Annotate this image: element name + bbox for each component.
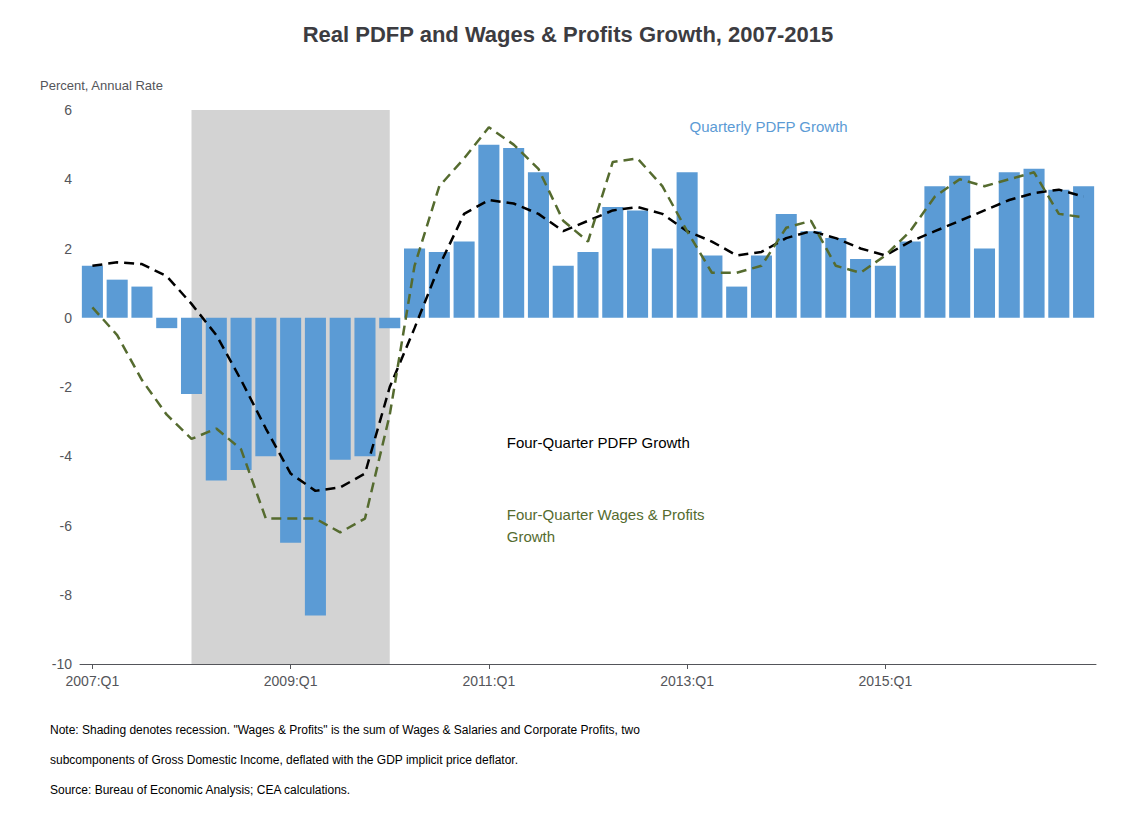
svg-text:Four-Quarter PDFP Growth: Four-Quarter PDFP Growth [507,434,690,451]
svg-text:6: 6 [64,102,72,118]
svg-text:2013:Q1: 2013:Q1 [660,673,714,689]
svg-text:subcomponents of Gross Domesti: subcomponents of Gross Domestic Income, … [50,753,518,767]
svg-text:2007:Q1: 2007:Q1 [66,673,120,689]
svg-text:2: 2 [64,241,72,257]
svg-text:0: 0 [64,310,72,326]
svg-text:Growth: Growth [507,528,555,545]
svg-text:Quarterly PDFP Growth: Quarterly PDFP Growth [690,118,848,135]
svg-text:-4: -4 [60,448,73,464]
svg-text:2015:Q1: 2015:Q1 [859,673,913,689]
svg-text:-8: -8 [60,587,73,603]
svg-text:Percent, Annual Rate: Percent, Annual Rate [40,78,163,93]
svg-text:Note: Shading denotes recessio: Note: Shading denotes recession. "Wages … [50,723,640,737]
svg-text:2009:Q1: 2009:Q1 [264,673,318,689]
svg-text:Four-Quarter Wages & Profits: Four-Quarter Wages & Profits [507,506,705,523]
svg-text:4: 4 [64,171,72,187]
svg-text:2011:Q1: 2011:Q1 [463,673,516,689]
svg-text:-6: -6 [60,518,73,534]
svg-text:Source: Bureau of Economic Ana: Source: Bureau of Economic Analysis; CEA… [50,783,350,797]
svg-text:Real PDFP and Wages & Profits: Real PDFP and Wages & Profits Growth, 20… [303,22,834,47]
svg-text:-2: -2 [60,379,73,395]
svg-text:-10: -10 [52,656,72,672]
